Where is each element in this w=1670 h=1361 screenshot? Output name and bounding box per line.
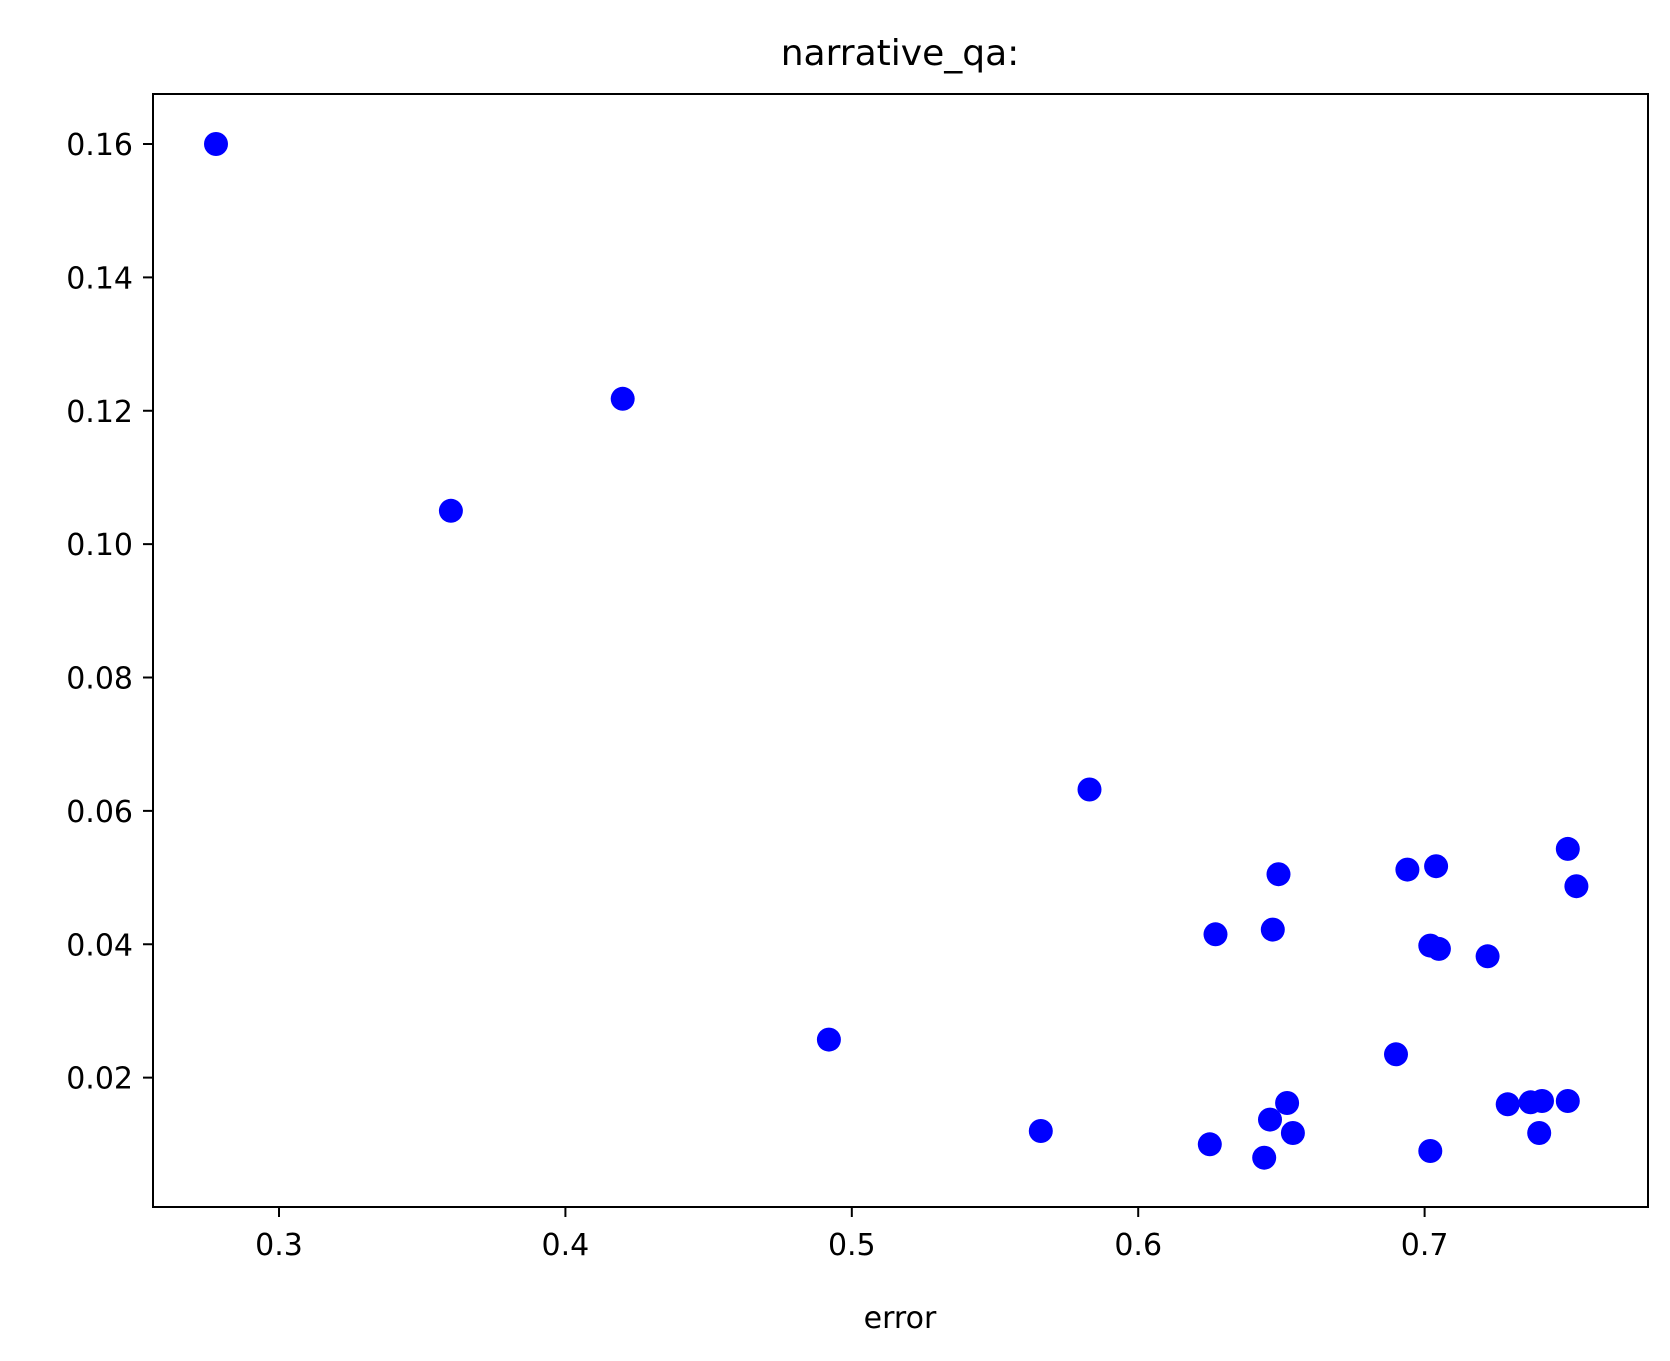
data-point [1495, 1092, 1520, 1117]
data-point [1252, 1145, 1277, 1170]
data-point [1275, 1091, 1300, 1115]
data-point [1426, 936, 1451, 961]
data-point [1203, 922, 1228, 947]
x-tick-label: 0.5 [828, 1228, 876, 1263]
data-point [1555, 836, 1580, 861]
data-point [1260, 917, 1285, 942]
data-point [1527, 1121, 1552, 1145]
y-tick-label: 0.16 [66, 128, 133, 163]
data-point [1258, 1107, 1282, 1132]
y-tick-label: 0.08 [66, 662, 133, 697]
data-point [1418, 1139, 1443, 1163]
data-point [1280, 1121, 1305, 1145]
x-tick-label: 0.3 [255, 1228, 303, 1263]
x-tick-label: 0.6 [1114, 1228, 1162, 1263]
x-axis-label: error [864, 1301, 937, 1336]
data-point [1197, 1132, 1222, 1157]
points-layer [204, 132, 1589, 1170]
data-point [610, 386, 635, 411]
data-point [1564, 874, 1589, 899]
y-tick-label: 0.06 [66, 795, 133, 830]
data-point [1530, 1089, 1554, 1113]
data-point [1028, 1119, 1053, 1143]
data-point [204, 132, 228, 156]
x-tick-label: 0.4 [542, 1228, 590, 1263]
y-tick-label: 0.14 [66, 261, 133, 296]
y-tick-label: 0.12 [66, 395, 133, 430]
plot-frame [152, 93, 1649, 1208]
x-axis: 0.3 0.4 0.5 0.6 0.7 [255, 1207, 1448, 1263]
data-point [1555, 1089, 1580, 1113]
data-point [1266, 862, 1291, 887]
data-point [1395, 857, 1420, 882]
data-point [438, 498, 463, 523]
data-point [816, 1027, 841, 1052]
y-tick-label: 0.04 [66, 928, 133, 963]
y-tick-label: 0.10 [66, 528, 133, 563]
y-tick-label: 0.02 [66, 1062, 133, 1097]
data-point [1384, 1042, 1408, 1067]
data-point [1424, 854, 1449, 879]
data-point [1077, 777, 1102, 802]
data-point [1475, 944, 1500, 969]
y-axis: 0.02 0.04 0.06 0.08 0.10 0.12 0.14 0.16 [66, 128, 153, 1097]
x-tick-label: 0.7 [1401, 1228, 1449, 1263]
chart-title: narrative_qa: [781, 33, 1020, 74]
